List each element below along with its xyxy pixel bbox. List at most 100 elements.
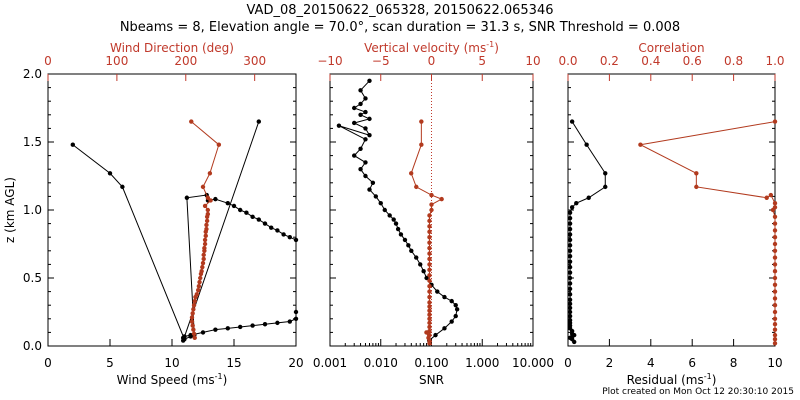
black-data-point	[367, 187, 372, 192]
red-data-point	[427, 312, 432, 317]
black-data-point	[225, 201, 230, 206]
red-data-point	[772, 337, 778, 342]
red-data-point	[427, 224, 432, 229]
black-data-point	[363, 96, 368, 101]
black-data-point	[238, 207, 243, 213]
black-data-point	[402, 237, 408, 243]
black-data-point	[70, 142, 76, 147]
series-line	[569, 121, 606, 343]
red-data-point	[772, 275, 778, 281]
top-axis-label: Wind Direction (deg)	[110, 41, 234, 55]
top-tick-label: 0.8	[724, 54, 743, 68]
black-data-point	[449, 298, 454, 304]
red-data-point	[427, 324, 432, 330]
red-data-point	[427, 262, 432, 267]
red-data-point	[191, 307, 196, 312]
x-axis-label: SNR	[419, 373, 444, 387]
black-data-point	[567, 248, 573, 253]
red-data-point	[205, 195, 211, 200]
red-data-point	[193, 294, 198, 300]
red-data-point	[207, 171, 213, 176]
red-data-point	[427, 316, 432, 321]
black-data-point	[188, 332, 193, 338]
red-data-point	[772, 282, 778, 287]
top-axis-label: Correlation	[638, 41, 704, 55]
black-data-point	[352, 153, 357, 158]
red-data-point	[427, 273, 432, 278]
red-data-point	[429, 202, 434, 207]
red-data-point	[427, 320, 432, 326]
black-data-point	[569, 205, 575, 210]
series-line	[72, 121, 297, 341]
black-data-point	[352, 120, 357, 126]
red-data-point	[190, 323, 195, 328]
red-data-point	[204, 218, 210, 224]
red-data-point	[427, 240, 432, 245]
x-tick-label: 20	[288, 356, 303, 370]
black-data-point	[287, 319, 292, 324]
red-data-point	[772, 303, 778, 308]
black-data-point	[367, 116, 372, 122]
red-data-point	[427, 283, 432, 289]
black-data-point	[213, 196, 218, 202]
black-data-point	[586, 195, 591, 200]
black-data-point	[363, 137, 368, 142]
red-data-point	[427, 267, 432, 273]
red-data-point	[694, 184, 699, 190]
black-data-point	[424, 275, 429, 281]
red-data-point	[772, 341, 778, 346]
black-data-point	[244, 210, 249, 215]
red-data-point	[772, 119, 778, 124]
black-data-point	[382, 207, 387, 213]
top-tick-label: 0.4	[641, 54, 660, 68]
black-data-point	[406, 243, 411, 248]
black-data-point	[567, 237, 573, 243]
red-data-point	[772, 228, 778, 233]
red-data-point	[772, 309, 778, 315]
top-tick-label: −10	[317, 54, 342, 68]
black-data-point	[262, 322, 268, 327]
top-axis-label: Vertical velocity (ms-1)	[364, 40, 499, 55]
black-data-point	[275, 320, 280, 326]
x-tick-label: 10	[767, 356, 782, 370]
red-data-point	[772, 235, 778, 240]
x-tick-label: 0.100	[414, 356, 448, 370]
red-data-point	[208, 198, 213, 203]
black-data-point	[358, 101, 363, 107]
red-data-point	[427, 308, 432, 313]
red-data-point	[772, 201, 778, 206]
black-data-point	[433, 332, 438, 338]
black-data-point	[373, 194, 379, 199]
top-tick-label: 0	[428, 54, 436, 68]
black-data-point	[225, 326, 230, 331]
red-data-point	[202, 203, 208, 209]
black-data-point	[567, 210, 573, 215]
red-data-point	[191, 327, 196, 332]
black-data-point	[567, 270, 573, 275]
red-data-point	[216, 142, 222, 147]
y-tick-label: 0.0	[23, 339, 42, 353]
red-data-point	[772, 289, 778, 294]
red-data-point	[772, 214, 778, 219]
black-data-point	[567, 305, 573, 311]
plot-frame	[567, 73, 776, 347]
black-data-point	[567, 226, 573, 232]
black-data-point	[358, 146, 363, 151]
black-data-point	[256, 119, 261, 124]
top-tick-label: 0.6	[683, 54, 702, 68]
red-data-point	[202, 248, 207, 253]
black-data-point	[567, 301, 573, 307]
series-line	[638, 121, 776, 344]
top-tick-label: 100	[105, 54, 128, 68]
black-data-point	[421, 269, 426, 274]
top-tick-label: 300	[243, 54, 266, 68]
black-data-point	[567, 292, 573, 297]
red-data-point	[772, 255, 778, 260]
black-data-point	[358, 88, 363, 93]
y-tick-label: 0.5	[23, 271, 42, 285]
black-data-point	[398, 232, 404, 237]
black-data-point	[567, 221, 573, 226]
red-data-point	[192, 298, 197, 304]
black-data-point	[269, 225, 274, 230]
